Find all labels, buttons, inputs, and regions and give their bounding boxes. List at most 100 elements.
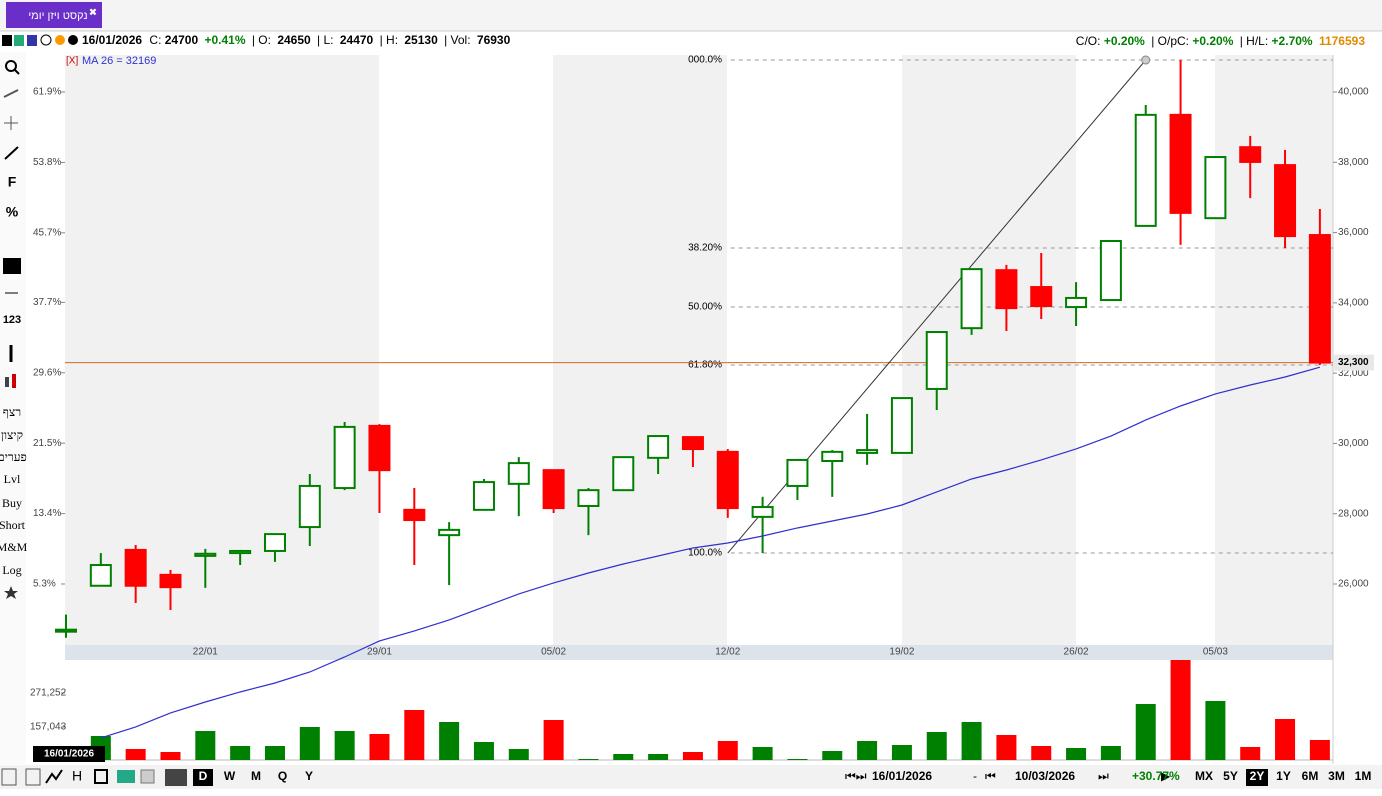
candle-body [1308, 234, 1331, 364]
fib-label: 61.80% [688, 360, 722, 371]
icon[interactable] [94, 769, 108, 784]
range-button[interactable]: MX [1195, 769, 1213, 783]
lock-icon[interactable]: ▶ [1161, 769, 1171, 783]
nav-icon[interactable]: ⏭ [1098, 769, 1109, 783]
candle-body [1099, 240, 1122, 302]
period-button[interactable]: Q [278, 769, 287, 783]
cursor-date: 16/01/2026 [44, 749, 94, 760]
toolbar-item[interactable]: F [8, 174, 17, 190]
candle-body [890, 397, 913, 454]
bottom-bar [0, 765, 1382, 789]
fib-label: 50.00% [688, 302, 722, 313]
toolbar-item[interactable]: M&M [0, 540, 28, 554]
candle-body [1274, 164, 1297, 238]
tool-icon[interactable] [4, 146, 19, 160]
range-active [1246, 769, 1268, 786]
candle-body [1204, 156, 1227, 220]
toolbar-item[interactable]: רצף [3, 405, 21, 419]
volume-bar [857, 741, 878, 760]
x-tick-label: 05/02 [541, 647, 566, 658]
range-to[interactable]: 10/03/2026 [1015, 769, 1075, 783]
star-icon[interactable] [4, 586, 18, 599]
tab[interactable] [6, 2, 102, 28]
volume-bar [334, 731, 355, 760]
icon[interactable] [14, 35, 24, 46]
icon[interactable] [165, 769, 187, 786]
toolbar-item[interactable]: Lvl [4, 472, 21, 486]
icon[interactable]: H [72, 768, 82, 784]
icon[interactable] [40, 34, 52, 46]
candle-body [194, 552, 217, 557]
label: | L: [317, 33, 333, 47]
y2-tick-label: 53.8% [33, 157, 61, 168]
toolbar-item[interactable]: Log [2, 563, 21, 577]
volume-tick-label: 271,252 [30, 688, 67, 699]
icon[interactable] [68, 35, 78, 45]
icon[interactable] [140, 769, 155, 784]
icon[interactable] [2, 35, 12, 46]
toolbar-item[interactable]: % [6, 204, 19, 220]
fib-label: 100.0% [688, 548, 722, 559]
range-button[interactable]: 1Y [1276, 769, 1291, 783]
toolbar-item[interactable]: קיצון [1, 428, 23, 442]
icon[interactable] [27, 35, 37, 46]
toolbar-item[interactable]: Short [0, 518, 26, 532]
header-stats: C/O: +0.20% | O/pC: +0.20% | H/L: +2.70%… [1076, 34, 1366, 48]
range-button[interactable]: 1M [1355, 769, 1372, 783]
candle-body [263, 533, 286, 552]
icon[interactable] [45, 769, 63, 784]
nav-icon[interactable]: ⏮⏭ [845, 769, 867, 783]
candle-body [438, 528, 461, 537]
header-volume: 76930 [477, 33, 511, 47]
toolbar-item[interactable]: פערים [0, 450, 27, 464]
header-change: +0.41% [204, 33, 245, 47]
toolbar-bg [0, 52, 26, 764]
range-button[interactable]: 3M [1328, 769, 1345, 783]
ma-close[interactable]: [X] [66, 56, 78, 67]
tab-close[interactable]: ✖ [89, 8, 97, 19]
range-from[interactable]: 16/01/2026 [872, 769, 932, 783]
toolbar-item[interactable]: Buy [2, 496, 22, 510]
stat: +0.20% [1104, 34, 1145, 48]
candle-body [751, 506, 774, 518]
fib-label: 38.20% [688, 243, 722, 254]
range-dash: - [973, 769, 977, 783]
volume-tick-label: 157,043 [30, 722, 67, 733]
range-button[interactable]: 5Y [1223, 769, 1238, 783]
volume-bar [1240, 746, 1261, 760]
volume-bar [473, 742, 494, 760]
period-button[interactable]: D [199, 769, 208, 783]
trendline-handle[interactable] [1141, 55, 1151, 65]
icon[interactable] [1, 768, 17, 786]
header-low: 24470 [340, 33, 374, 47]
candle-body [89, 564, 112, 587]
tool-icon[interactable] [3, 89, 19, 98]
volume-bar [508, 748, 529, 760]
candle-body [333, 425, 356, 490]
icon[interactable] [25, 768, 41, 786]
nav-icon[interactable]: ⏮ [985, 769, 996, 783]
range-button[interactable]: 6M [1302, 769, 1319, 783]
candle-body [124, 548, 147, 587]
period-active [193, 769, 213, 786]
volume-bar [1100, 745, 1121, 760]
icon[interactable] [55, 35, 65, 45]
period-button[interactable]: M [251, 769, 261, 783]
header-info: 16/01/2026 C: 24700 +0.41% | O: 24650 | … [82, 33, 511, 47]
toolbar-item[interactable]: 123 [3, 314, 21, 326]
volume-bar [648, 754, 669, 760]
color-swatch[interactable] [3, 258, 21, 274]
volume-bar [1135, 704, 1156, 760]
label: C/O: [1076, 34, 1101, 48]
search-icon[interactable] [5, 60, 17, 72]
tool-icon[interactable] [5, 377, 9, 387]
range-button[interactable]: 2Y [1250, 769, 1265, 783]
period-button[interactable]: Y [305, 769, 313, 783]
icon[interactable] [117, 770, 135, 783]
volume-bar [578, 758, 599, 760]
volume-bar [822, 751, 843, 760]
period-button[interactable]: W [224, 769, 236, 783]
candle-body [1239, 146, 1262, 163]
volume-bar [891, 744, 912, 760]
volume-bar [926, 732, 947, 760]
